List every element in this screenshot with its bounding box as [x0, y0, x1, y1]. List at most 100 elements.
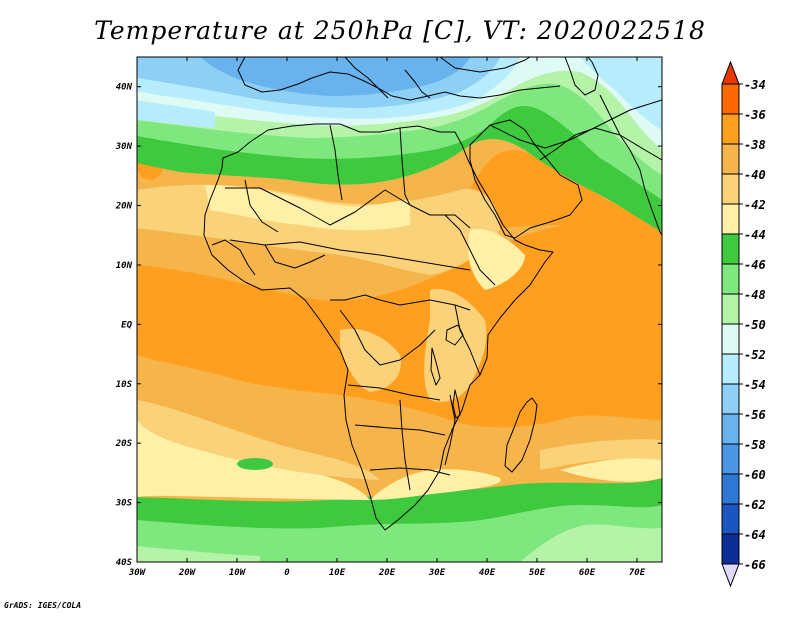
colorbar-label: -58: [744, 438, 766, 452]
border-mozambique: [444, 394, 456, 466]
lat-tick-label: 30N: [115, 142, 133, 152]
band-m40-southwest: [137, 400, 380, 480]
border-angola: [347, 384, 441, 401]
band-m52-east: [580, 57, 662, 130]
band-m42-sahara: [205, 185, 410, 231]
band-m42-southeast: [560, 458, 662, 482]
band-m36-arabia: [440, 150, 662, 260]
band-m48-southeast: [520, 524, 662, 562]
band-m44-spot-atlantic: [237, 458, 273, 470]
coastline-greece: [404, 69, 431, 99]
colorbar-swatch: [721, 263, 740, 295]
colorbar-swatch: [721, 293, 740, 325]
border-mali: [244, 179, 279, 233]
colorbar-label: -66: [744, 558, 766, 572]
lat-tick-label: 40N: [116, 83, 133, 93]
colorbar-label: -64: [744, 528, 766, 542]
border-east-africa: [454, 304, 481, 376]
coastline-madagascar: [504, 397, 538, 473]
temperature-field: [137, 57, 662, 562]
map-geography: [203, 57, 662, 531]
lon-tick-label: 10W: [229, 568, 247, 578]
border-nigeria: [264, 244, 326, 269]
band-m52-west: [137, 100, 215, 128]
coastline-caspian: [564, 57, 599, 96]
border-namibia-botswana: [399, 399, 411, 491]
latitude-ticks: 40S 30S 20S 10S EQ 10N 20N 30N 40N: [115, 83, 662, 568]
border-sahel: [229, 239, 471, 271]
colorbar-label: -42: [744, 198, 766, 212]
coastline-black-sea: [439, 57, 531, 73]
border-algeria-libya: [329, 124, 343, 201]
coastline-italy: [344, 57, 389, 99]
border-westafrica: [211, 239, 256, 276]
colorbar-swatch: [721, 533, 740, 565]
lat-tick-label: 20N: [115, 202, 133, 212]
coastline-india: [629, 149, 662, 236]
colorbar-over-triangle: [721, 60, 740, 85]
colorbar-label: -48: [744, 288, 766, 302]
map-figure: 30W 20W 10W 0 10E 20E 30E 40E 50E 60E 70E 40S 30S 20…: [115, 56, 766, 588]
lon-tick-label: 60E: [579, 568, 596, 578]
colorbar-swatch: [721, 443, 740, 475]
grads-credit: GrADS: IGES/COLA: [4, 601, 82, 610]
lat-tick-label: 20S: [115, 439, 133, 449]
colorbar-swatch: [721, 173, 740, 205]
colorbar-label: -56: [744, 408, 766, 422]
lon-tick-label: 40E: [479, 568, 496, 578]
coastline-africa: [203, 123, 554, 531]
band-m40-southeast: [540, 439, 662, 470]
border-ethiopia-sudan: [444, 214, 496, 286]
colorbar-swatch: [721, 383, 740, 415]
lake-malawi: [452, 389, 461, 419]
lake-victoria: [445, 324, 464, 346]
longitude-ticks: 30W 20W 10W 0 10E 20E 30E 40E 50E 60E 70E: [128, 57, 646, 578]
band-m40-central: [340, 328, 401, 392]
colorbar-swatch: [721, 353, 740, 385]
band-m36-madagascar: [495, 396, 535, 421]
colorbar-swatch: [721, 143, 740, 175]
band-m48-south: [137, 546, 260, 562]
colorbar: -34 -36 -38 -40 -42 -44 -46 -48 -50 -52 -54 -56 -58 -…: [721, 60, 766, 588]
plot-frame: [136, 56, 663, 563]
lon-tick-label: 10E: [329, 568, 346, 578]
colorbar-label: -38: [744, 138, 766, 152]
colorbar-label: -44: [744, 228, 766, 242]
colorbar-label: -50: [744, 318, 766, 332]
colorbar-swatch: [721, 413, 740, 445]
border-congo: [339, 309, 436, 366]
lat-tick-label: 10S: [116, 380, 133, 390]
band-m36-core: [137, 224, 662, 428]
border-sahara: [225, 187, 471, 229]
border-central: [330, 294, 471, 311]
border-southern: [354, 424, 446, 436]
border-south-africa: [369, 467, 451, 476]
lon-tick-label: 30W: [128, 568, 147, 578]
colorbar-swatch: [721, 233, 740, 265]
colorbar-label: -40: [744, 168, 766, 182]
lon-tick-label: 20W: [178, 568, 197, 578]
border-libya-egypt: [399, 127, 411, 206]
colorbar-swatch: [721, 323, 740, 355]
colorbar-swatch: [721, 473, 740, 505]
border-iran-afghanistan: [599, 94, 631, 151]
band-m42-south-africa: [370, 469, 501, 500]
colorbar-under-triangle: [721, 563, 740, 588]
colorbar-label: -54: [744, 378, 766, 392]
colorbar-label: -36: [744, 108, 766, 122]
lat-tick-label: 30S: [115, 499, 133, 509]
lon-tick-label: 50E: [529, 568, 546, 578]
band-m40-east-africa: [424, 289, 487, 402]
lon-tick-label: 20E: [378, 568, 396, 578]
lon-tick-label: 30E: [428, 568, 446, 578]
colorbar-swatch: [721, 503, 740, 535]
lon-tick-label: 0: [284, 568, 290, 578]
lat-tick-label: EQ: [121, 320, 132, 330]
map-title: Temperature at 250hPa [C], VT: 202002251…: [94, 16, 706, 45]
colorbar-label: -62: [744, 498, 766, 512]
border-middle-east: [489, 99, 662, 149]
coastline-arabia: [469, 119, 583, 239]
colorbar-label: -60: [744, 468, 766, 482]
band-m46-south: [137, 505, 662, 562]
colorbar-swatch: [721, 113, 740, 145]
